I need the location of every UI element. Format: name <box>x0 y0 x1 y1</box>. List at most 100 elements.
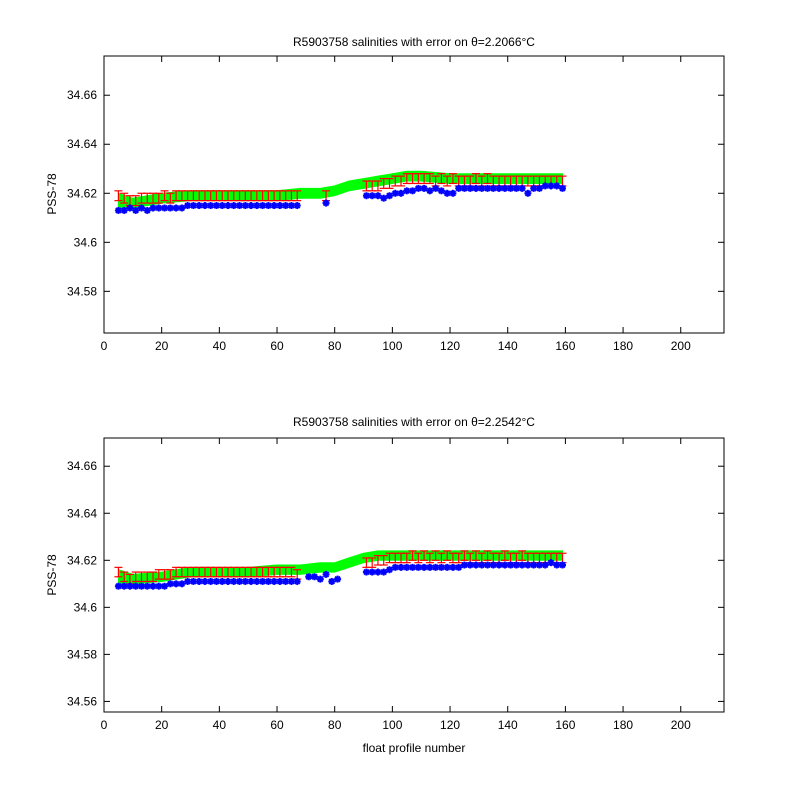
bottom-y-tick-label: 34.56 <box>67 694 97 708</box>
top-blue-point <box>293 202 301 210</box>
marker-d2 <box>167 204 174 212</box>
marker-d2 <box>184 578 191 585</box>
top-blue-point <box>472 184 480 192</box>
marker-d2 <box>311 573 318 580</box>
marker-d2 <box>138 204 145 212</box>
bottom-blue-point <box>409 563 417 571</box>
marker-d2 <box>294 202 301 209</box>
bottom-x-tick-label: 0 <box>101 718 108 732</box>
marker-d2 <box>386 566 393 573</box>
marker-d2 <box>420 185 428 192</box>
top-x-tick-label: 20 <box>155 339 169 353</box>
marker-d2 <box>513 185 520 192</box>
top-x-tick-label: 120 <box>440 339 460 353</box>
marker-d2 <box>219 578 226 585</box>
marker-d2 <box>276 578 284 585</box>
top-x-tick-label: 0 <box>101 339 108 353</box>
top-red-errorbar <box>166 192 175 204</box>
marker-d2 <box>524 561 532 569</box>
marker-d2 <box>322 571 330 578</box>
top-blue-point <box>397 189 405 197</box>
bottom-x-tick-label: 140 <box>498 718 518 732</box>
bottom-y-tick-label: 34.62 <box>67 553 97 567</box>
bottom-red-errorbar <box>437 552 446 564</box>
top-blue-point <box>362 192 370 200</box>
marker-d2 <box>368 568 376 576</box>
marker-d2 <box>178 204 186 212</box>
bottom-red-errorbar <box>472 550 480 561</box>
bottom-blue-point <box>460 561 468 569</box>
bottom-blue-point <box>449 563 457 571</box>
marker-d2 <box>334 575 341 583</box>
bottom-x-tick-label: 80 <box>328 718 342 732</box>
marker-d2 <box>207 578 214 585</box>
marker-d2 <box>120 207 128 214</box>
bottom-blue-point <box>270 577 278 585</box>
marker-d2 <box>507 561 514 569</box>
marker-d2 <box>438 564 445 571</box>
top-blue-point <box>489 184 497 192</box>
bottom-blue-point <box>380 568 388 576</box>
marker-d2 <box>236 202 243 209</box>
marker-d2 <box>242 202 249 209</box>
marker-d2 <box>322 199 330 207</box>
marker-d2 <box>172 580 180 588</box>
bottom-blue-point <box>172 580 180 588</box>
top-blue-point <box>553 182 561 190</box>
bottom-red-errorbar <box>425 552 434 564</box>
marker-d2 <box>282 202 289 209</box>
bottom-blue-point <box>391 563 399 571</box>
marker-d2 <box>190 202 197 209</box>
bottom-red-errorbar <box>368 557 377 568</box>
top-red-errorbar <box>397 175 406 187</box>
bottom-blue-point <box>559 561 567 569</box>
marker-d2 <box>409 187 416 195</box>
top-red-errorbar <box>385 177 394 189</box>
marker-d2 <box>461 561 468 569</box>
marker-d2 <box>242 578 249 585</box>
bottom-red-errorbar <box>454 552 463 564</box>
marker-d2 <box>374 192 382 199</box>
bottom-blue-point <box>120 582 128 590</box>
bottom-blue-point <box>259 577 267 585</box>
top-blue-point <box>137 204 145 212</box>
marker-d2 <box>455 185 462 192</box>
marker-d2 <box>380 194 387 202</box>
bottom-x-tick-label: 20 <box>155 718 169 732</box>
bottom-blue-point <box>547 559 555 567</box>
bottom-blue-point <box>276 577 284 585</box>
top-red-errorbar <box>448 173 457 185</box>
marker-d2 <box>115 207 122 214</box>
top-blue-point <box>385 192 393 200</box>
marker-d2 <box>195 202 203 209</box>
bottom-axes-box <box>103 437 725 713</box>
marker-d2 <box>201 202 209 209</box>
marker-d2 <box>380 568 387 576</box>
marker-d2 <box>224 578 232 585</box>
marker-d2 <box>397 564 405 571</box>
marker-d2 <box>305 573 312 580</box>
marker-d2 <box>542 182 549 190</box>
marker-d2 <box>559 561 566 569</box>
marker-d2 <box>149 204 157 212</box>
bottom-blue-point <box>316 575 324 583</box>
top-plot-content <box>114 170 567 214</box>
top-blue-point <box>247 202 255 210</box>
bottom-subplot: R5903758 salinities with error on θ=2.25… <box>45 415 725 732</box>
bottom-blue-point <box>207 577 215 585</box>
top-y-tick-label: 34.6 <box>74 235 98 249</box>
marker-d2 <box>259 202 266 209</box>
marker-d2 <box>443 190 451 197</box>
top-blue-point <box>437 187 445 195</box>
bottom-x-tick-label: 60 <box>270 718 284 732</box>
marker-d2 <box>328 578 336 585</box>
top-blue-point <box>524 189 532 197</box>
marker-d2 <box>259 578 266 585</box>
bottom-blue-point <box>385 566 393 574</box>
top-blue-point <box>541 182 549 190</box>
marker-d2 <box>490 185 497 192</box>
marker-d2 <box>253 202 261 209</box>
bottom-red-errorbar <box>518 550 527 561</box>
marker-d2 <box>443 564 451 571</box>
bottom-blue-point <box>553 561 561 569</box>
